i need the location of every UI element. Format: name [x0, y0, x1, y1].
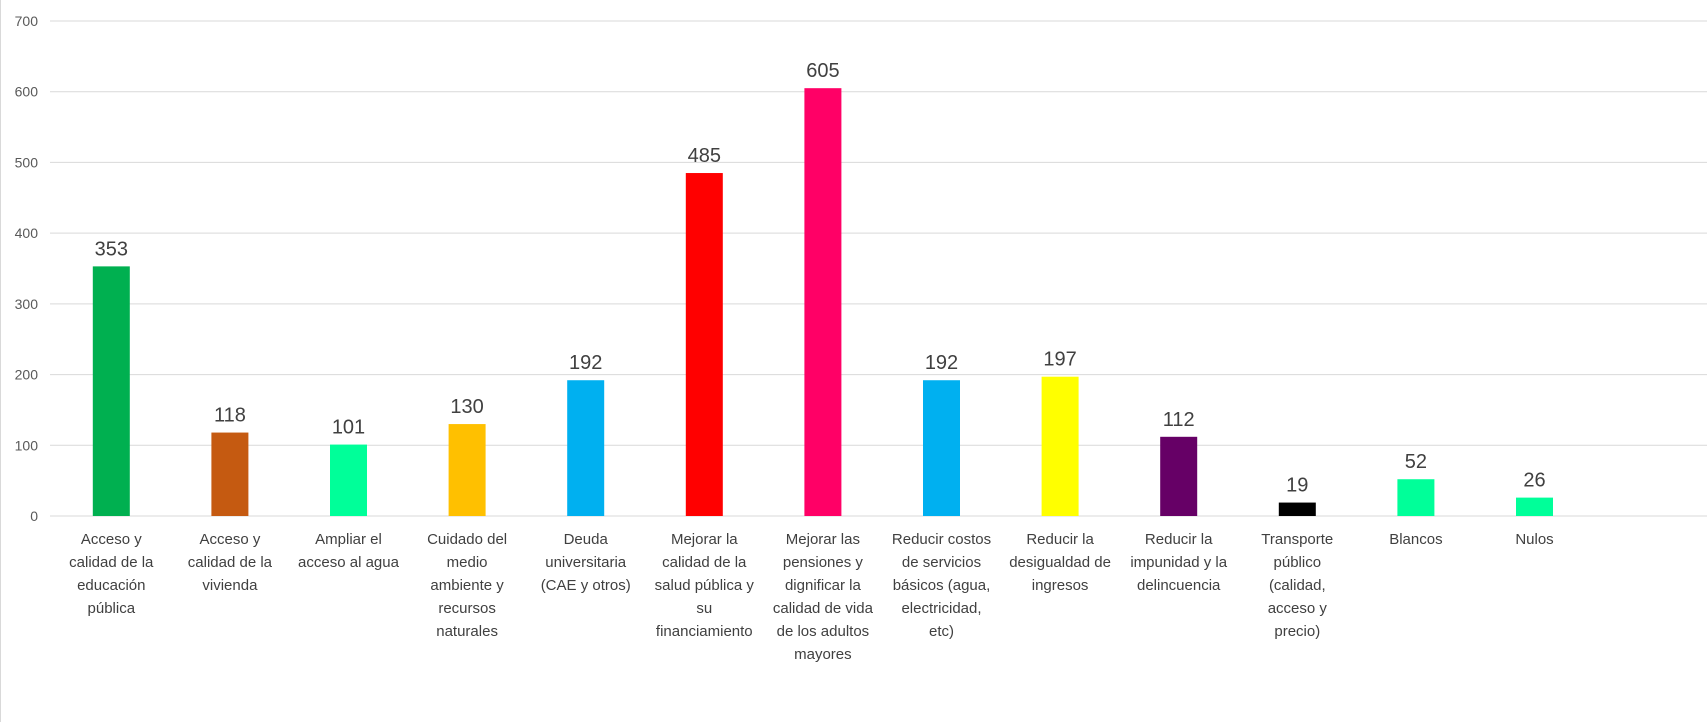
x-tick-label: Ampliar el acceso al agua	[298, 531, 400, 571]
data-label: 19	[1286, 475, 1308, 497]
x-tick-label-line: Deuda	[564, 531, 609, 548]
x-tick-label-line: educación	[77, 577, 145, 594]
x-tick-label-line: su	[696, 600, 712, 617]
x-tick-label-line: Mejorar la	[671, 531, 738, 548]
x-tick-label-line: desigualdad de	[1009, 554, 1111, 571]
x-tick-label-line: recursos	[438, 600, 496, 617]
data-label: 485	[688, 145, 721, 167]
bar	[567, 380, 605, 516]
x-tick-label-line: impunidad y la	[1130, 554, 1227, 571]
x-tick-label-line: etc)	[929, 623, 954, 640]
x-tick-label-line: calidad de la	[662, 554, 747, 571]
bar	[448, 424, 486, 516]
data-label: 192	[569, 352, 602, 374]
data-label: 118	[214, 405, 246, 427]
x-tick-label-line: precio)	[1274, 623, 1320, 640]
x-tick-label: Nulos	[1515, 531, 1553, 548]
y-tick-label: 600	[15, 84, 39, 100]
x-tick-label-line: calidad de la	[188, 554, 273, 571]
x-tick-label: Mejorar la calidad de la salud pública y su…	[655, 531, 755, 640]
x-tick-label-line: delincuencia	[1137, 577, 1221, 594]
y-tick-label: 500	[15, 154, 39, 170]
bar	[1516, 497, 1553, 516]
x-tick-label-line: universitaria	[545, 554, 627, 571]
x-tick-label-line: acceso al agua	[298, 554, 400, 571]
x-tick-label-line: Reducir la	[1145, 531, 1213, 548]
x-tick-label: Acceso y calidad de la educación pública	[69, 531, 154, 617]
x-tick-label-line: mayores	[794, 646, 852, 663]
x-tick-label-line: calidad de vida	[773, 600, 874, 617]
x-tick-label: Reducir la impunidad y la delincuencia	[1130, 531, 1227, 594]
x-tick-label-line: Cuidado del	[427, 531, 507, 548]
y-tick-label: 400	[15, 225, 39, 241]
x-tick-label-line: pensiones y	[783, 554, 864, 571]
y-tick-label: 0	[30, 508, 38, 524]
x-tick-label-line: naturales	[436, 623, 498, 640]
bar	[685, 173, 723, 517]
x-tick-label-line: pública	[88, 600, 136, 617]
x-tick-label-line: calidad de la	[69, 554, 154, 571]
x-tick-label-line: Blancos	[1389, 531, 1442, 548]
x-tick-label: Cuidado del medio ambiente y recursos natura…	[427, 531, 507, 640]
x-tick-label-line: dignificar la	[785, 577, 862, 594]
x-tick-label-line: de servicios	[902, 554, 981, 571]
bar	[92, 266, 130, 516]
x-tick-label: Acceso y calidad de la vivienda	[188, 531, 273, 594]
y-tick-label: 700	[15, 13, 39, 29]
x-tick-label-line: Ampliar el	[315, 531, 382, 548]
x-tick-label-line: Acceso y	[199, 531, 260, 548]
x-tick-label-line: Acceso y	[81, 531, 142, 548]
bar	[330, 444, 367, 516]
bar	[804, 88, 842, 516]
y-tick-label: 100	[15, 437, 39, 453]
bar	[211, 432, 249, 516]
x-tick-label-line: ambiente y	[430, 577, 504, 594]
x-tick-label-line: Nulos	[1515, 531, 1553, 548]
x-tick-label-line: acceso y	[1268, 600, 1328, 617]
x-tick-label: Deuda universitaria (CAE y otros)	[541, 531, 631, 594]
x-tick-label-line: ingresos	[1032, 577, 1089, 594]
x-tick-label-line: vivienda	[202, 577, 258, 594]
x-tick-label-line: Reducir la	[1026, 531, 1094, 548]
data-label: 112	[1163, 409, 1195, 431]
x-tick-label-line: de los adultos	[777, 623, 870, 640]
data-label: 605	[806, 60, 839, 82]
x-tick-label-line: (calidad,	[1269, 577, 1326, 594]
x-tick-label: Transporte público (calidad, acceso y precio…	[1261, 531, 1333, 640]
x-tick-label-line: Transporte	[1261, 531, 1333, 548]
bar	[1397, 479, 1435, 516]
data-label: 101	[332, 417, 365, 439]
data-label: 197	[1043, 349, 1076, 371]
x-tick-label-line: público	[1274, 554, 1322, 571]
x-tick-label: Reducir costos de servicios básicos (agua,…	[892, 531, 991, 640]
x-tick-label-line: medio	[447, 554, 488, 571]
x-tick-label-line: electricidad,	[901, 600, 981, 617]
x-tick-label-line: Reducir costos	[892, 531, 991, 548]
bar	[923, 380, 960, 516]
x-tick-label-line: salud pública y	[655, 577, 755, 594]
bar	[1041, 376, 1079, 516]
data-label: 52	[1405, 451, 1427, 473]
bar	[1160, 436, 1198, 516]
y-tick-label: 300	[15, 296, 39, 312]
x-tick-label-line: básicos (agua,	[893, 577, 991, 594]
x-tick-label: Reducir la desigualdad de ingresos	[1009, 531, 1111, 594]
x-tick-label: Blancos	[1389, 531, 1442, 548]
x-tick-label-line: financiamiento	[656, 623, 753, 640]
bar	[1278, 502, 1316, 516]
data-label: 26	[1523, 470, 1545, 492]
x-tick-label: Mejorar las pensiones y dignificar la calid…	[773, 531, 874, 663]
data-label: 192	[925, 352, 958, 374]
data-label: 353	[95, 238, 128, 260]
x-tick-label-line: (CAE y otros)	[541, 577, 631, 594]
x-tick-label-line: Mejorar las	[786, 531, 860, 548]
data-label: 130	[450, 396, 483, 418]
y-tick-label: 200	[15, 367, 39, 383]
